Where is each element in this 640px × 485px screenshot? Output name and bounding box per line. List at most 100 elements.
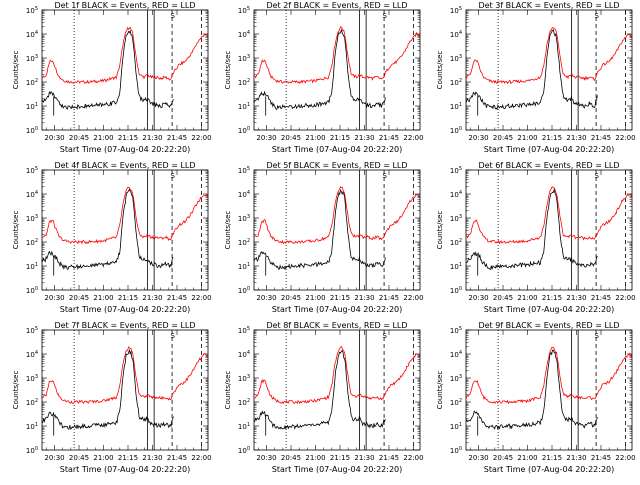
marker-s-label: S (594, 172, 599, 180)
y-tick-label: 104 (450, 30, 462, 39)
events-series-line (41, 29, 174, 111)
panel-title: Det 9f BLACK = Events, RED = LLD (478, 321, 619, 330)
y-tick-label: 105 (238, 326, 250, 335)
lld-series-line (41, 186, 209, 245)
marker-s-label: S (594, 12, 599, 20)
y-tick-label: 101 (450, 262, 462, 271)
y-tick-label: 102 (26, 238, 38, 247)
y-tick-label: 102 (450, 238, 462, 247)
y-tick-label: 105 (26, 326, 38, 335)
lld-series-line (465, 186, 632, 245)
y-tick-label: 100 (26, 126, 38, 135)
x-tick-label: 22:00 (403, 134, 423, 142)
lld-series-line (253, 186, 420, 245)
plot-frame (253, 329, 421, 451)
y-tick-label: 100 (450, 126, 462, 135)
y-tick-label: 101 (26, 102, 38, 111)
lld-series-line (41, 346, 209, 404)
events-series-line (465, 349, 598, 431)
y-tick-label: 101 (238, 422, 250, 431)
x-tick-label: 20:45 (493, 294, 513, 302)
panel-9: Det 9f BLACK = Events, RED = LLD Counts/s… (436, 321, 636, 474)
panel-title: Det 7f BLACK = Events, RED = LLD (54, 321, 195, 330)
x-tick-label: 21:15 (330, 454, 350, 462)
x-tick-label: 21:00 (305, 134, 325, 142)
y-tick-label: 100 (238, 126, 250, 135)
y-tick-label: 101 (238, 262, 250, 271)
plot-frame (465, 9, 633, 131)
panel-6: Det 6f BLACK = Events, RED = LLD Counts/s… (436, 161, 636, 314)
lld-series-line (465, 27, 632, 85)
x-tick-label: 21:15 (330, 294, 350, 302)
y-axis-label: Counts/sec (224, 51, 232, 90)
y-tick-label: 101 (450, 422, 462, 431)
panel-4: Det 4f BLACK = Events, RED = LLD Counts/s… (12, 161, 212, 314)
x-tick-label: 21:00 (93, 454, 113, 462)
plot-frame (253, 169, 421, 291)
y-tick-label: 103 (450, 54, 462, 63)
x-axis-label: Start Time (07-Aug-04 20:22:20) (484, 305, 615, 314)
events-series-line (41, 349, 174, 430)
x-tick-label: 21:30 (142, 454, 162, 462)
x-tick-label: 21:45 (379, 294, 399, 302)
x-tick-label: 20:30 (256, 454, 276, 462)
x-tick-label: 21:00 (93, 294, 113, 302)
x-tick-label: 20:45 (281, 134, 301, 142)
x-axis-label: Start Time (07-Aug-04 20:22:20) (60, 305, 191, 314)
panel-7: Det 7f BLACK = Events, RED = LLD Counts/s… (12, 321, 212, 474)
y-tick-label: 103 (26, 214, 38, 223)
x-tick-label: 20:45 (69, 294, 89, 302)
x-tick-label: 21:15 (118, 294, 138, 302)
y-tick-label: 101 (238, 102, 250, 111)
x-tick-label: 20:45 (281, 294, 301, 302)
x-tick-label: 20:30 (256, 134, 276, 142)
x-axis-label: Start Time (07-Aug-04 20:22:20) (484, 465, 615, 474)
panel-title: Det 3f BLACK = Events, RED = LLD (478, 1, 619, 10)
x-axis-label: Start Time (07-Aug-04 20:22:20) (272, 465, 403, 474)
x-tick-label: 21:30 (142, 294, 162, 302)
x-tick-label: 20:30 (468, 294, 488, 302)
panel-5: Det 5f BLACK = Events, RED = LLD Counts/s… (224, 161, 424, 314)
panel-2: Det 2f BLACK = Events, RED = LLD Counts/s… (224, 1, 424, 154)
x-tick-label: 21:30 (354, 294, 374, 302)
events-series-line (253, 28, 386, 110)
x-tick-label: 21:30 (354, 454, 374, 462)
x-tick-label: 20:30 (44, 454, 64, 462)
x-tick-label: 20:30 (44, 134, 64, 142)
y-tick-label: 101 (450, 102, 462, 111)
events-series-line (41, 188, 174, 271)
x-tick-label: 21:00 (93, 134, 113, 142)
y-tick-label: 101 (26, 262, 38, 271)
y-tick-label: 105 (26, 166, 38, 175)
y-tick-label: 104 (26, 190, 38, 199)
x-tick-label: 22:00 (615, 294, 635, 302)
y-tick-label: 102 (238, 238, 250, 247)
y-tick-label: 102 (26, 398, 38, 407)
x-tick-label: 21:00 (517, 294, 537, 302)
x-tick-label: 21:00 (305, 454, 325, 462)
y-tick-label: 101 (26, 422, 38, 431)
x-tick-label: 20:30 (468, 134, 488, 142)
y-axis-label: Counts/sec (224, 371, 232, 410)
y-tick-label: 102 (238, 398, 250, 407)
marker-s-label: S (594, 332, 599, 340)
x-tick-label: 21:15 (118, 454, 138, 462)
panel-title: Det 2f BLACK = Events, RED = LLD (266, 1, 407, 10)
plot-frame (41, 9, 209, 131)
y-tick-label: 102 (450, 78, 462, 87)
x-axis-label: Start Time (07-Aug-04 20:22:20) (484, 145, 615, 154)
x-tick-label: 21:45 (379, 134, 399, 142)
y-axis-label: Counts/sec (12, 371, 20, 410)
panel-1: Det 1f BLACK = Events, RED = LLD Counts/s… (12, 1, 212, 154)
panel-title: Det 8f BLACK = Events, RED = LLD (266, 321, 407, 330)
x-tick-label: 21:45 (379, 454, 399, 462)
x-tick-label: 20:45 (493, 454, 513, 462)
x-tick-label: 22:00 (191, 134, 211, 142)
x-tick-label: 22:00 (403, 454, 423, 462)
panel-8: Det 8f BLACK = Events, RED = LLD Counts/s… (224, 321, 424, 474)
y-tick-label: 105 (238, 6, 250, 15)
lld-series-line (253, 26, 421, 85)
x-tick-label: 20:30 (468, 454, 488, 462)
